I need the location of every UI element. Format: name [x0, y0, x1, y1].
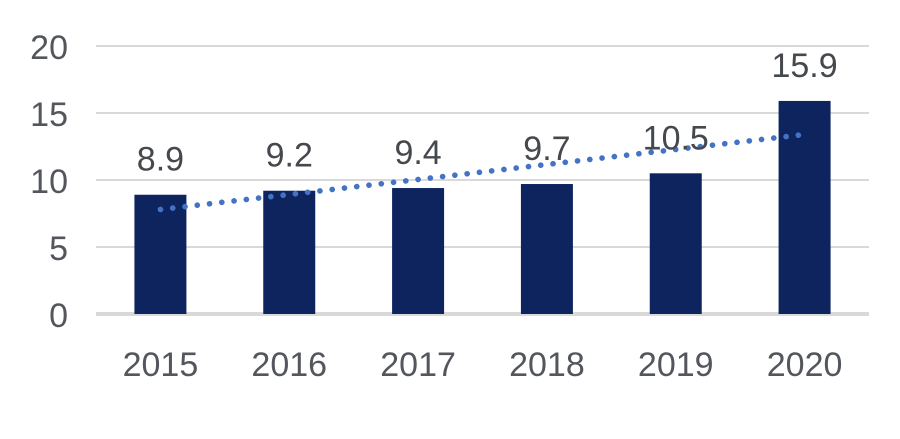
bar-data-label: 9.7: [523, 130, 570, 168]
bar-data-label: 9.4: [394, 134, 441, 172]
y-axis-tick-label: 5: [49, 230, 68, 268]
y-axis-tick-label: 20: [30, 29, 68, 67]
bar-2018: [520, 184, 573, 314]
bar-2017: [392, 188, 445, 314]
x-axis-tick-label: 2016: [251, 346, 327, 384]
x-axis-tick-label: 2015: [123, 346, 199, 384]
bar-2016: [263, 190, 316, 314]
bar-2019: [649, 173, 702, 314]
bar-data-label: 9.2: [266, 137, 313, 175]
x-axis-tick-label: 2017: [380, 346, 456, 384]
y-axis-tick-label: 0: [49, 297, 68, 335]
bar-data-label: 10.5: [643, 119, 709, 157]
y-axis-tick-label: 10: [30, 163, 68, 201]
bar-data-label: 15.9: [771, 47, 837, 85]
x-axis-tick-label: 2019: [638, 346, 714, 384]
x-axis-tick-label: 2018: [509, 346, 585, 384]
bar-2015: [134, 194, 187, 314]
bar-2020: [778, 100, 831, 314]
bar-data-label: 8.9: [137, 141, 184, 179]
y-axis-tick-label: 15: [30, 96, 68, 134]
x-axis-tick-label: 2020: [767, 346, 843, 384]
